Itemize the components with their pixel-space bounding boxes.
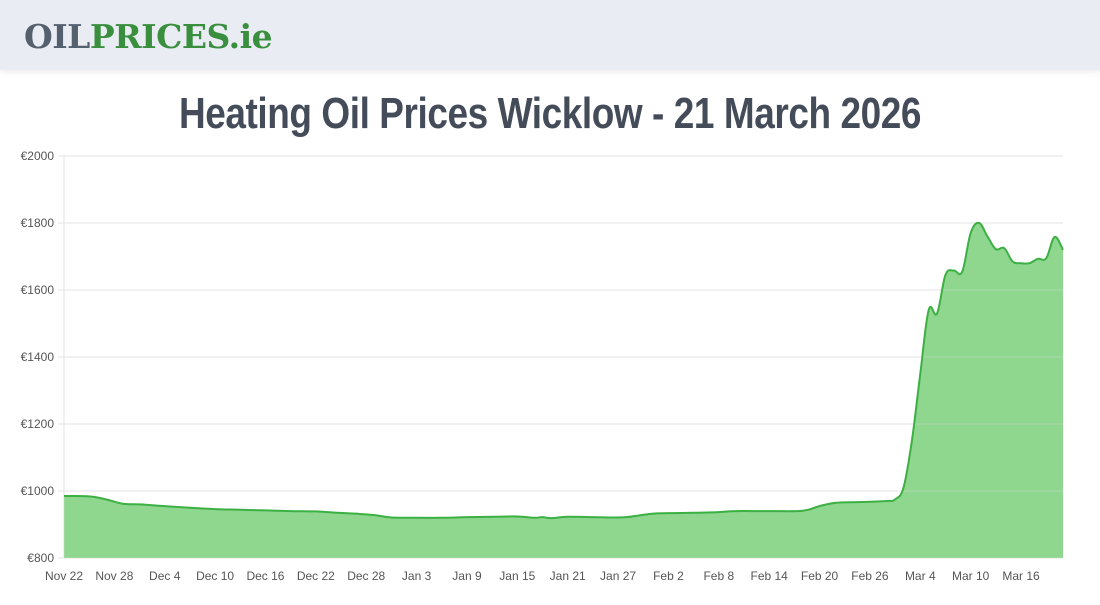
y-tick-label: €800: [27, 551, 54, 565]
x-tick-label: Feb 14: [750, 569, 788, 583]
site-header: OILPRICES.ie: [0, 0, 1100, 70]
y-tick-label: €2000: [21, 149, 55, 163]
y-tick-label: €1200: [21, 417, 55, 431]
logo-text-oil: OIL: [24, 17, 90, 56]
y-tick-label: €1600: [21, 283, 55, 297]
y-axis: €800 €1000 €1200 €1400 €1600 €1800 €2000: [21, 149, 55, 565]
page-title: Heating Oil Prices Wicklow - 21 March 20…: [178, 89, 922, 138]
x-tick-label: Mar 10: [952, 569, 990, 583]
x-tick-label: Dec 16: [246, 569, 284, 583]
x-tick-label: Mar 16: [1002, 569, 1040, 583]
x-axis: Nov 22 Nov 28 Dec 4 Dec 10 Dec 16 Dec 22 Dec 2…: [45, 569, 1040, 583]
x-tick-label: Jan 21: [550, 569, 586, 583]
site-logo[interactable]: OILPRICES.ie: [24, 17, 273, 56]
x-tick-label: Dec 4: [149, 569, 181, 583]
x-tick-label: Feb 2: [653, 569, 684, 583]
logo-text-prices: PRICES.ie: [89, 17, 273, 56]
y-tick-label: €1000: [21, 484, 55, 498]
x-tick-label: Nov 28: [95, 569, 133, 583]
y-tick-label: €1400: [21, 350, 55, 364]
x-tick-label: Dec 28: [347, 569, 385, 583]
x-tick-label: Dec 10: [196, 569, 234, 583]
x-tick-label: Nov 22: [45, 569, 83, 583]
price-line: [63, 221, 1064, 520]
x-tick-label: Jan 3: [402, 569, 432, 583]
chart-canvas: €800 €1000 €1200 €1400 €1600 €1800 €2000 Nov 2…: [21, 149, 1064, 583]
x-tick-label: Jan 15: [499, 569, 535, 583]
price-chart: €800 €1000 €1200 €1400 €1600 €1800 €2000 Nov 2…: [0, 140, 1100, 600]
y-tick-label: €1800: [21, 216, 55, 230]
price-area: [64, 222, 1063, 559]
x-tick-label: Feb 20: [801, 569, 839, 583]
x-tick-label: Jan 9: [452, 569, 482, 583]
gridline-overlay: [58, 155, 1063, 559]
x-tick-label: Jan 27: [600, 569, 636, 583]
x-tick-label: Mar 4: [905, 569, 936, 583]
x-tick-label: Feb 8: [703, 569, 734, 583]
chart-grid: [58, 155, 1063, 559]
x-tick-label: Dec 22: [297, 569, 335, 583]
x-tick-label: Feb 26: [851, 569, 889, 583]
